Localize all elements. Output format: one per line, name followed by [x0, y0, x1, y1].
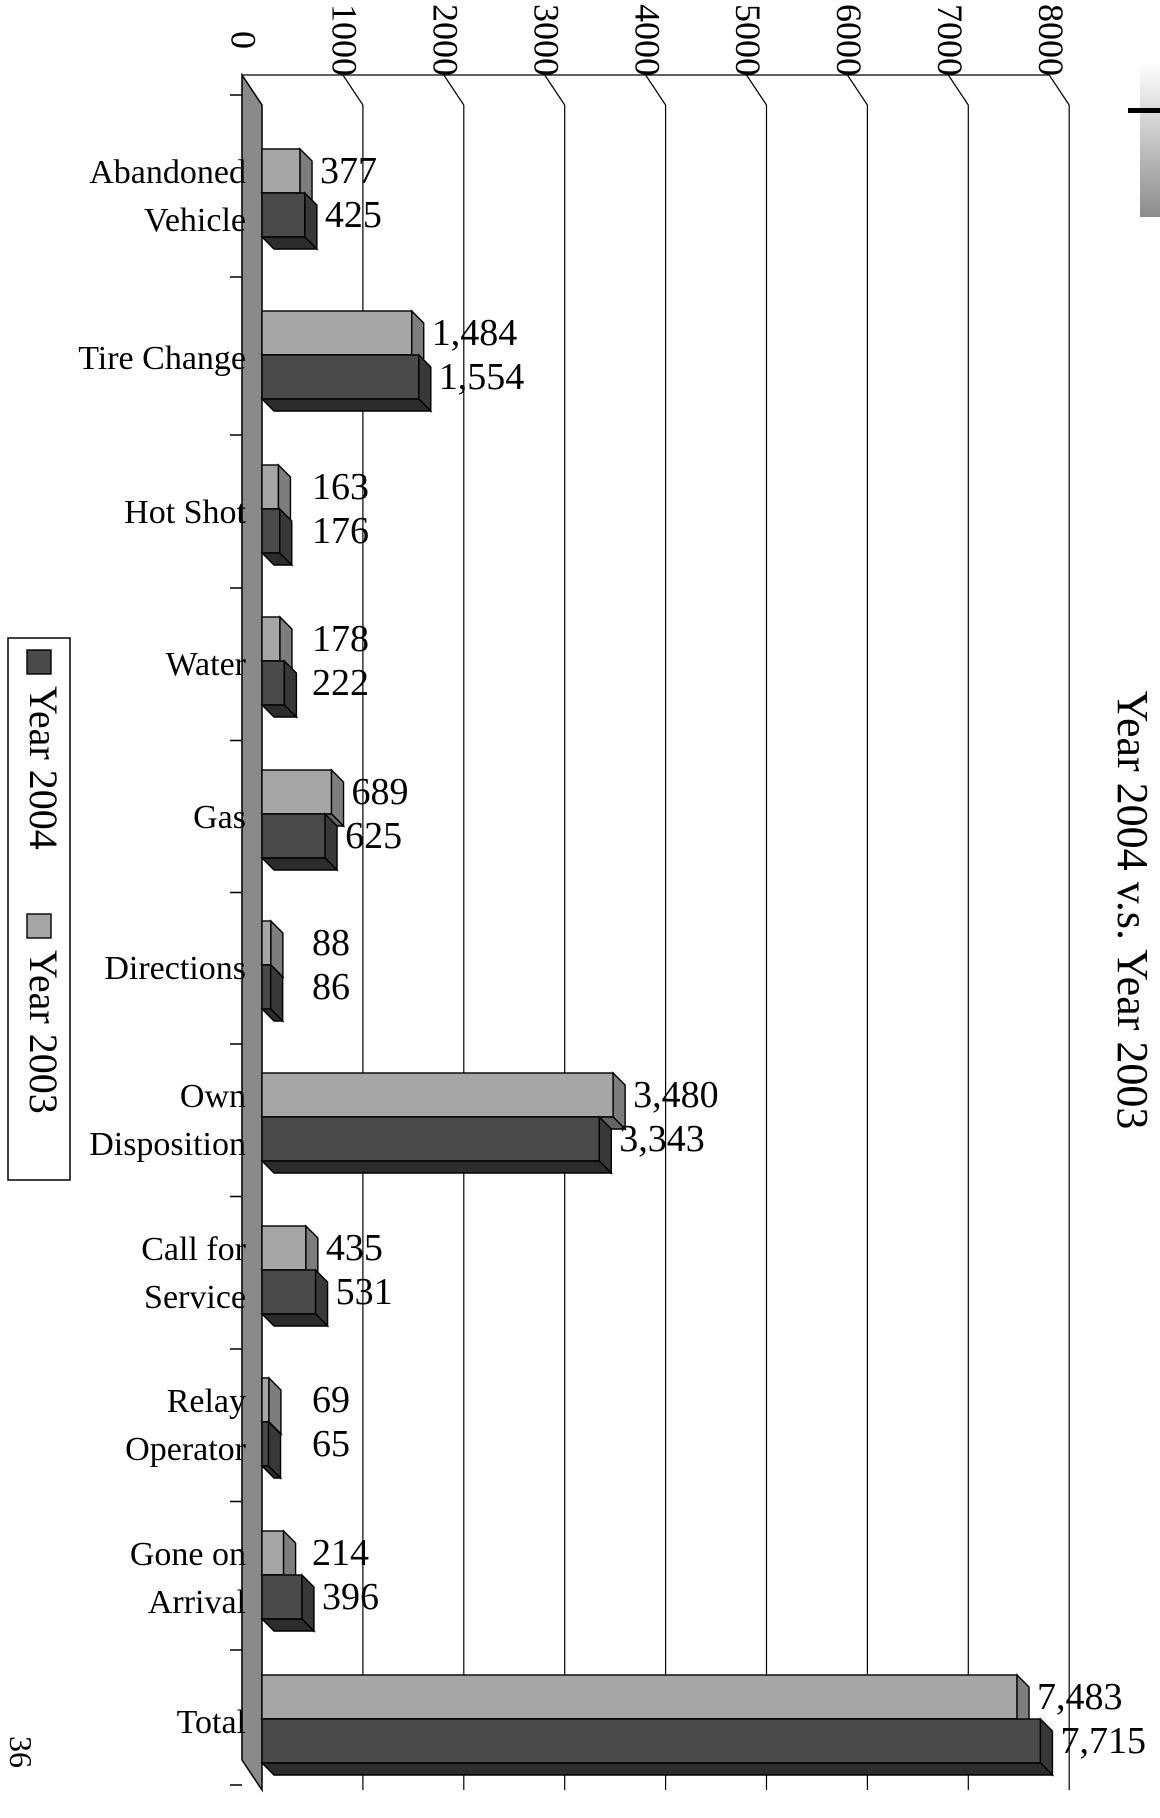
category-label: Call for Service — [141, 1231, 246, 1316]
data-label: 163 — [312, 466, 369, 508]
category-label: Water — [166, 646, 247, 683]
corner-decoration — [1140, 62, 1160, 217]
data-label: 396 — [322, 1576, 379, 1618]
data-label: 214 — [312, 1532, 369, 1574]
grid-line — [846, 74, 868, 106]
data-label: 625 — [345, 815, 402, 857]
data-label: 69 — [312, 1379, 350, 1421]
bar-year-2004 — [260, 812, 339, 872]
value-tick-label: 0 — [224, 31, 264, 49]
data-label: 178 — [312, 618, 369, 660]
category-label: Gone on Arrival — [130, 1536, 246, 1621]
bar-year-2004 — [260, 659, 299, 719]
grid-line — [645, 74, 667, 106]
data-label: 88 — [312, 922, 350, 964]
category-labels: Abandoned Vehicle Tire Change Hot Shot Water… — [78, 154, 246, 1741]
category-label: Own Disposition — [89, 1078, 246, 1163]
value-tick-label: 7000 — [930, 4, 970, 76]
grid-lines — [242, 74, 1070, 1790]
data-label: 65 — [312, 1423, 350, 1465]
legend-box — [7, 637, 71, 1181]
data-label: 7,483 — [1037, 1676, 1123, 1718]
chart-title: Year 2004 v.s. Year 2003 — [1108, 691, 1157, 1130]
legend-item: Year 2003 — [21, 913, 66, 1114]
bar-year-2004 — [260, 1420, 283, 1480]
bar-year-2004 — [260, 191, 319, 251]
corner-line — [1128, 108, 1160, 113]
axis-floor — [230, 72, 263, 1793]
bar-year-2004 — [260, 507, 294, 567]
data-label: 3,480 — [633, 1074, 719, 1116]
data-label: 3,343 — [619, 1118, 705, 1160]
value-tick-label: 8000 — [1031, 4, 1071, 76]
grid-line — [342, 74, 364, 106]
data-label: 689 — [352, 771, 409, 813]
bar-year-2004 — [260, 1573, 316, 1633]
value-tick-label: 5000 — [728, 4, 768, 76]
data-label: 425 — [325, 194, 382, 236]
legend-label: Year 2004 — [21, 686, 66, 850]
data-label: 1,554 — [439, 356, 524, 398]
legend-item: Year 2004 — [21, 649, 66, 850]
grid-line — [746, 74, 767, 106]
data-label: 222 — [312, 662, 369, 704]
category-label: Gas — [193, 799, 246, 836]
grid-line — [544, 74, 566, 106]
value-tick-label: 2000 — [426, 4, 466, 76]
legend-label: Year 2003 — [21, 950, 66, 1114]
legend-swatch — [26, 649, 52, 675]
category-label: Tire Change — [78, 340, 246, 377]
value-tick-label: 1000 — [325, 4, 365, 76]
legend-swatch — [26, 913, 52, 939]
legend: Year 2004 Year 2003 — [7, 637, 71, 1181]
category-label: Relay Operator — [125, 1383, 247, 1468]
value-tick-label: 4000 — [627, 4, 667, 76]
page-number: 36 — [3, 1736, 39, 1768]
grid-line — [947, 74, 969, 106]
bar-year-2003 — [260, 615, 294, 675]
category-label: Directions — [104, 950, 246, 987]
bar-year-2004 — [260, 1268, 330, 1328]
data-labels: 377 1,484 163 178 689 88 3,480 435 69 214 7,483 425… — [312, 150, 1146, 1762]
category-label: Hot Shot — [124, 494, 246, 531]
grid-line — [1048, 74, 1070, 106]
data-label: 377 — [320, 150, 377, 192]
bar-year-2004 — [260, 1115, 613, 1175]
category-label: Abandoned Vehicle — [89, 154, 246, 239]
category-label: Total — [177, 1704, 246, 1741]
value-tick-label: 6000 — [829, 4, 869, 76]
bar-year-2004 — [260, 1717, 1055, 1777]
data-label: 7,715 — [1060, 1720, 1146, 1762]
grid-line — [443, 74, 465, 106]
bars — [260, 147, 1055, 1777]
value-axis-ticks: 0 1000 2000 3000 4000 5000 6000 7000 8000 — [224, 4, 1071, 76]
data-label: 531 — [336, 1271, 393, 1313]
bar-year-2004 — [260, 963, 285, 1023]
data-label: 176 — [312, 510, 369, 552]
axis-wall — [241, 72, 263, 1793]
bar-year-2004 — [260, 353, 433, 413]
value-tick-label: 3000 — [526, 4, 566, 76]
data-label: 86 — [312, 966, 350, 1008]
data-label: 1,484 — [432, 312, 518, 354]
data-label: 435 — [326, 1227, 383, 1269]
